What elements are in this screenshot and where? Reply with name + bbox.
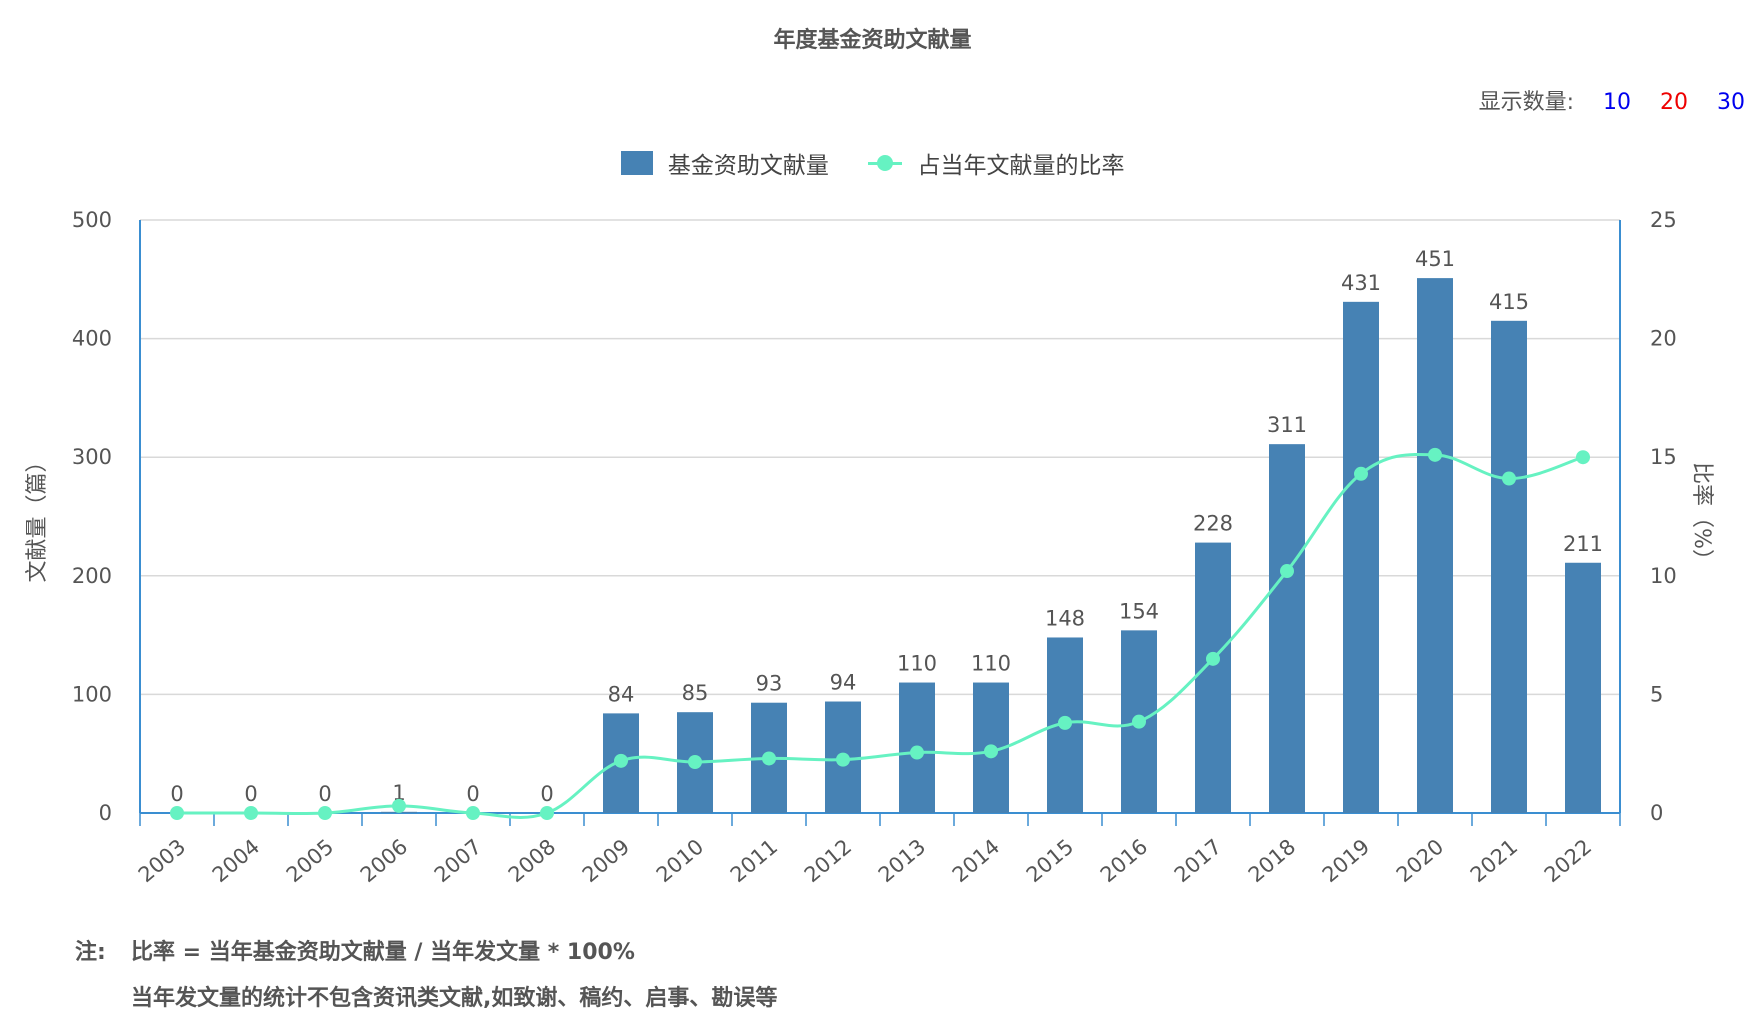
rate-point-2006 (392, 798, 406, 813)
bar-value-label: 0 (466, 782, 479, 806)
x-tick-label: 2019 (1318, 834, 1374, 887)
bar-value-label: 311 (1267, 413, 1307, 437)
x-tick-label: 2012 (800, 834, 856, 887)
rate-point-2015 (1058, 715, 1072, 730)
rate-point-2017 (1206, 651, 1220, 666)
display-count-option-20[interactable]: 20 (1660, 90, 1688, 115)
bar-value-label: 415 (1489, 290, 1529, 314)
chart-title: 年度基金资助文献量 (773, 28, 972, 53)
notes-prefix: 注: (75, 940, 106, 965)
y-right-tick-label: 15 (1650, 445, 1677, 469)
rate-point-2009 (614, 753, 628, 768)
x-tick-label: 2013 (874, 834, 930, 887)
y-left-tick-label: 400 (72, 327, 112, 351)
bar-value-label: 0 (318, 782, 331, 806)
chart-notes: 注: 比率 = 当年基金资助文献量 / 当年发文量 * 100% 当年发文量的统计… (75, 930, 777, 1022)
x-tick-label: 2010 (652, 834, 708, 887)
notes-line-2: 当年发文量的统计不包含资讯类文献,如致谢、稿约、启事、勘误等 (131, 986, 778, 1011)
bar-value-label: 93 (756, 672, 783, 696)
y-right-tick-label: 20 (1650, 327, 1677, 351)
display-count-label: 显示数量: (1478, 90, 1574, 115)
rate-point-2014 (984, 744, 998, 759)
x-tick-label: 2004 (208, 834, 264, 887)
x-tick-label: 2005 (282, 834, 338, 887)
bar-value-label: 148 (1045, 606, 1085, 630)
y-left-tick-label: 0 (99, 801, 112, 825)
display-count-selector: 显示数量: 10 20 30 (1479, 84, 1745, 116)
x-tick-label: 2017 (1170, 834, 1226, 887)
bar-value-label: 85 (682, 681, 709, 705)
bar-value-label: 228 (1193, 512, 1233, 536)
x-tick-label: 2015 (1022, 834, 1078, 887)
y-right-tick-label: 0 (1650, 801, 1663, 825)
x-tick-label: 2008 (504, 834, 560, 887)
x-tick-label: 2014 (948, 834, 1004, 887)
x-tick-label: 2020 (1392, 834, 1448, 887)
rate-point-2005 (318, 806, 332, 820)
rate-point-2016 (1132, 714, 1146, 729)
bar-value-label: 0 (170, 782, 183, 806)
rate-point-2022 (1576, 450, 1590, 465)
legend-line-swatch-icon (868, 151, 903, 175)
legend-item-line[interactable]: 占当年文献量的比率 (868, 146, 1124, 180)
rate-point-2007 (466, 806, 480, 820)
rate-point-2020 (1428, 447, 1442, 462)
x-tick-label: 2021 (1466, 834, 1522, 887)
rate-point-2021 (1502, 471, 1516, 486)
legend-bar-swatch-icon (620, 151, 653, 175)
x-tick-label: 2018 (1244, 834, 1300, 887)
x-tick-label: 2003 (134, 834, 190, 887)
x-tick-label: 2011 (726, 834, 782, 887)
legend-item-bar[interactable]: 基金资助文献量 (620, 146, 829, 180)
rate-point-2003 (170, 806, 184, 820)
rate-point-2010 (688, 755, 702, 770)
y-right-tick-label: 5 (1650, 682, 1663, 706)
legend-bar-label: 基金资助文献量 (667, 153, 829, 179)
y-left-tick-label: 500 (72, 208, 112, 232)
y-left-tick-label: 100 (72, 682, 112, 706)
rate-point-2008 (540, 806, 554, 820)
x-tick-label: 2006 (356, 834, 412, 887)
bar-2019 (1343, 301, 1379, 813)
y-left-axis-title: 文献量（篇） (25, 450, 50, 582)
bar-value-label: 431 (1341, 271, 1381, 295)
rate-point-2013 (910, 745, 924, 760)
bar-2017 (1195, 542, 1231, 813)
display-count-option-10[interactable]: 10 (1603, 90, 1631, 115)
legend-line-label: 占当年文献量的比率 (917, 153, 1125, 179)
chart-legend: 基金资助文献量 占当年文献量的比率 (0, 146, 1745, 180)
x-tick-label: 2007 (430, 834, 486, 887)
bar-value-label: 451 (1415, 247, 1455, 271)
bar-value-label: 110 (897, 652, 937, 676)
x-tick-label: 2022 (1540, 834, 1596, 887)
y-right-tick-label: 10 (1650, 564, 1677, 588)
rate-point-2011 (762, 751, 776, 766)
x-tick-label: 2009 (578, 834, 634, 887)
notes-line-1: 比率 = 当年基金资助文献量 / 当年发文量 * 100% (131, 940, 635, 965)
x-tick-label: 2016 (1096, 834, 1152, 887)
rate-point-2018 (1280, 564, 1294, 579)
rate-point-2004 (244, 806, 258, 820)
bar-value-label: 110 (971, 652, 1011, 676)
bar-value-label: 211 (1563, 532, 1603, 556)
y-left-tick-label: 200 (72, 564, 112, 588)
bar-2018 (1269, 444, 1305, 813)
bar-value-label: 84 (608, 682, 635, 706)
bar-value-label: 94 (830, 671, 857, 695)
y-left-tick-label: 300 (72, 445, 112, 469)
bar-2020 (1417, 278, 1453, 813)
bar-value-label: 0 (244, 782, 257, 806)
rate-point-2012 (836, 752, 850, 767)
bar-value-label: 0 (540, 782, 553, 806)
rate-point-2019 (1354, 466, 1368, 481)
bar-2022 (1565, 562, 1601, 813)
display-count-option-30[interactable]: 30 (1717, 90, 1745, 115)
y-right-axis-title: 比率（%） (1689, 462, 1714, 571)
bar-value-label: 154 (1119, 599, 1159, 623)
bar-value-label: 1 (392, 781, 405, 805)
bar-2021 (1491, 320, 1527, 813)
y-right-tick-label: 25 (1650, 208, 1677, 232)
